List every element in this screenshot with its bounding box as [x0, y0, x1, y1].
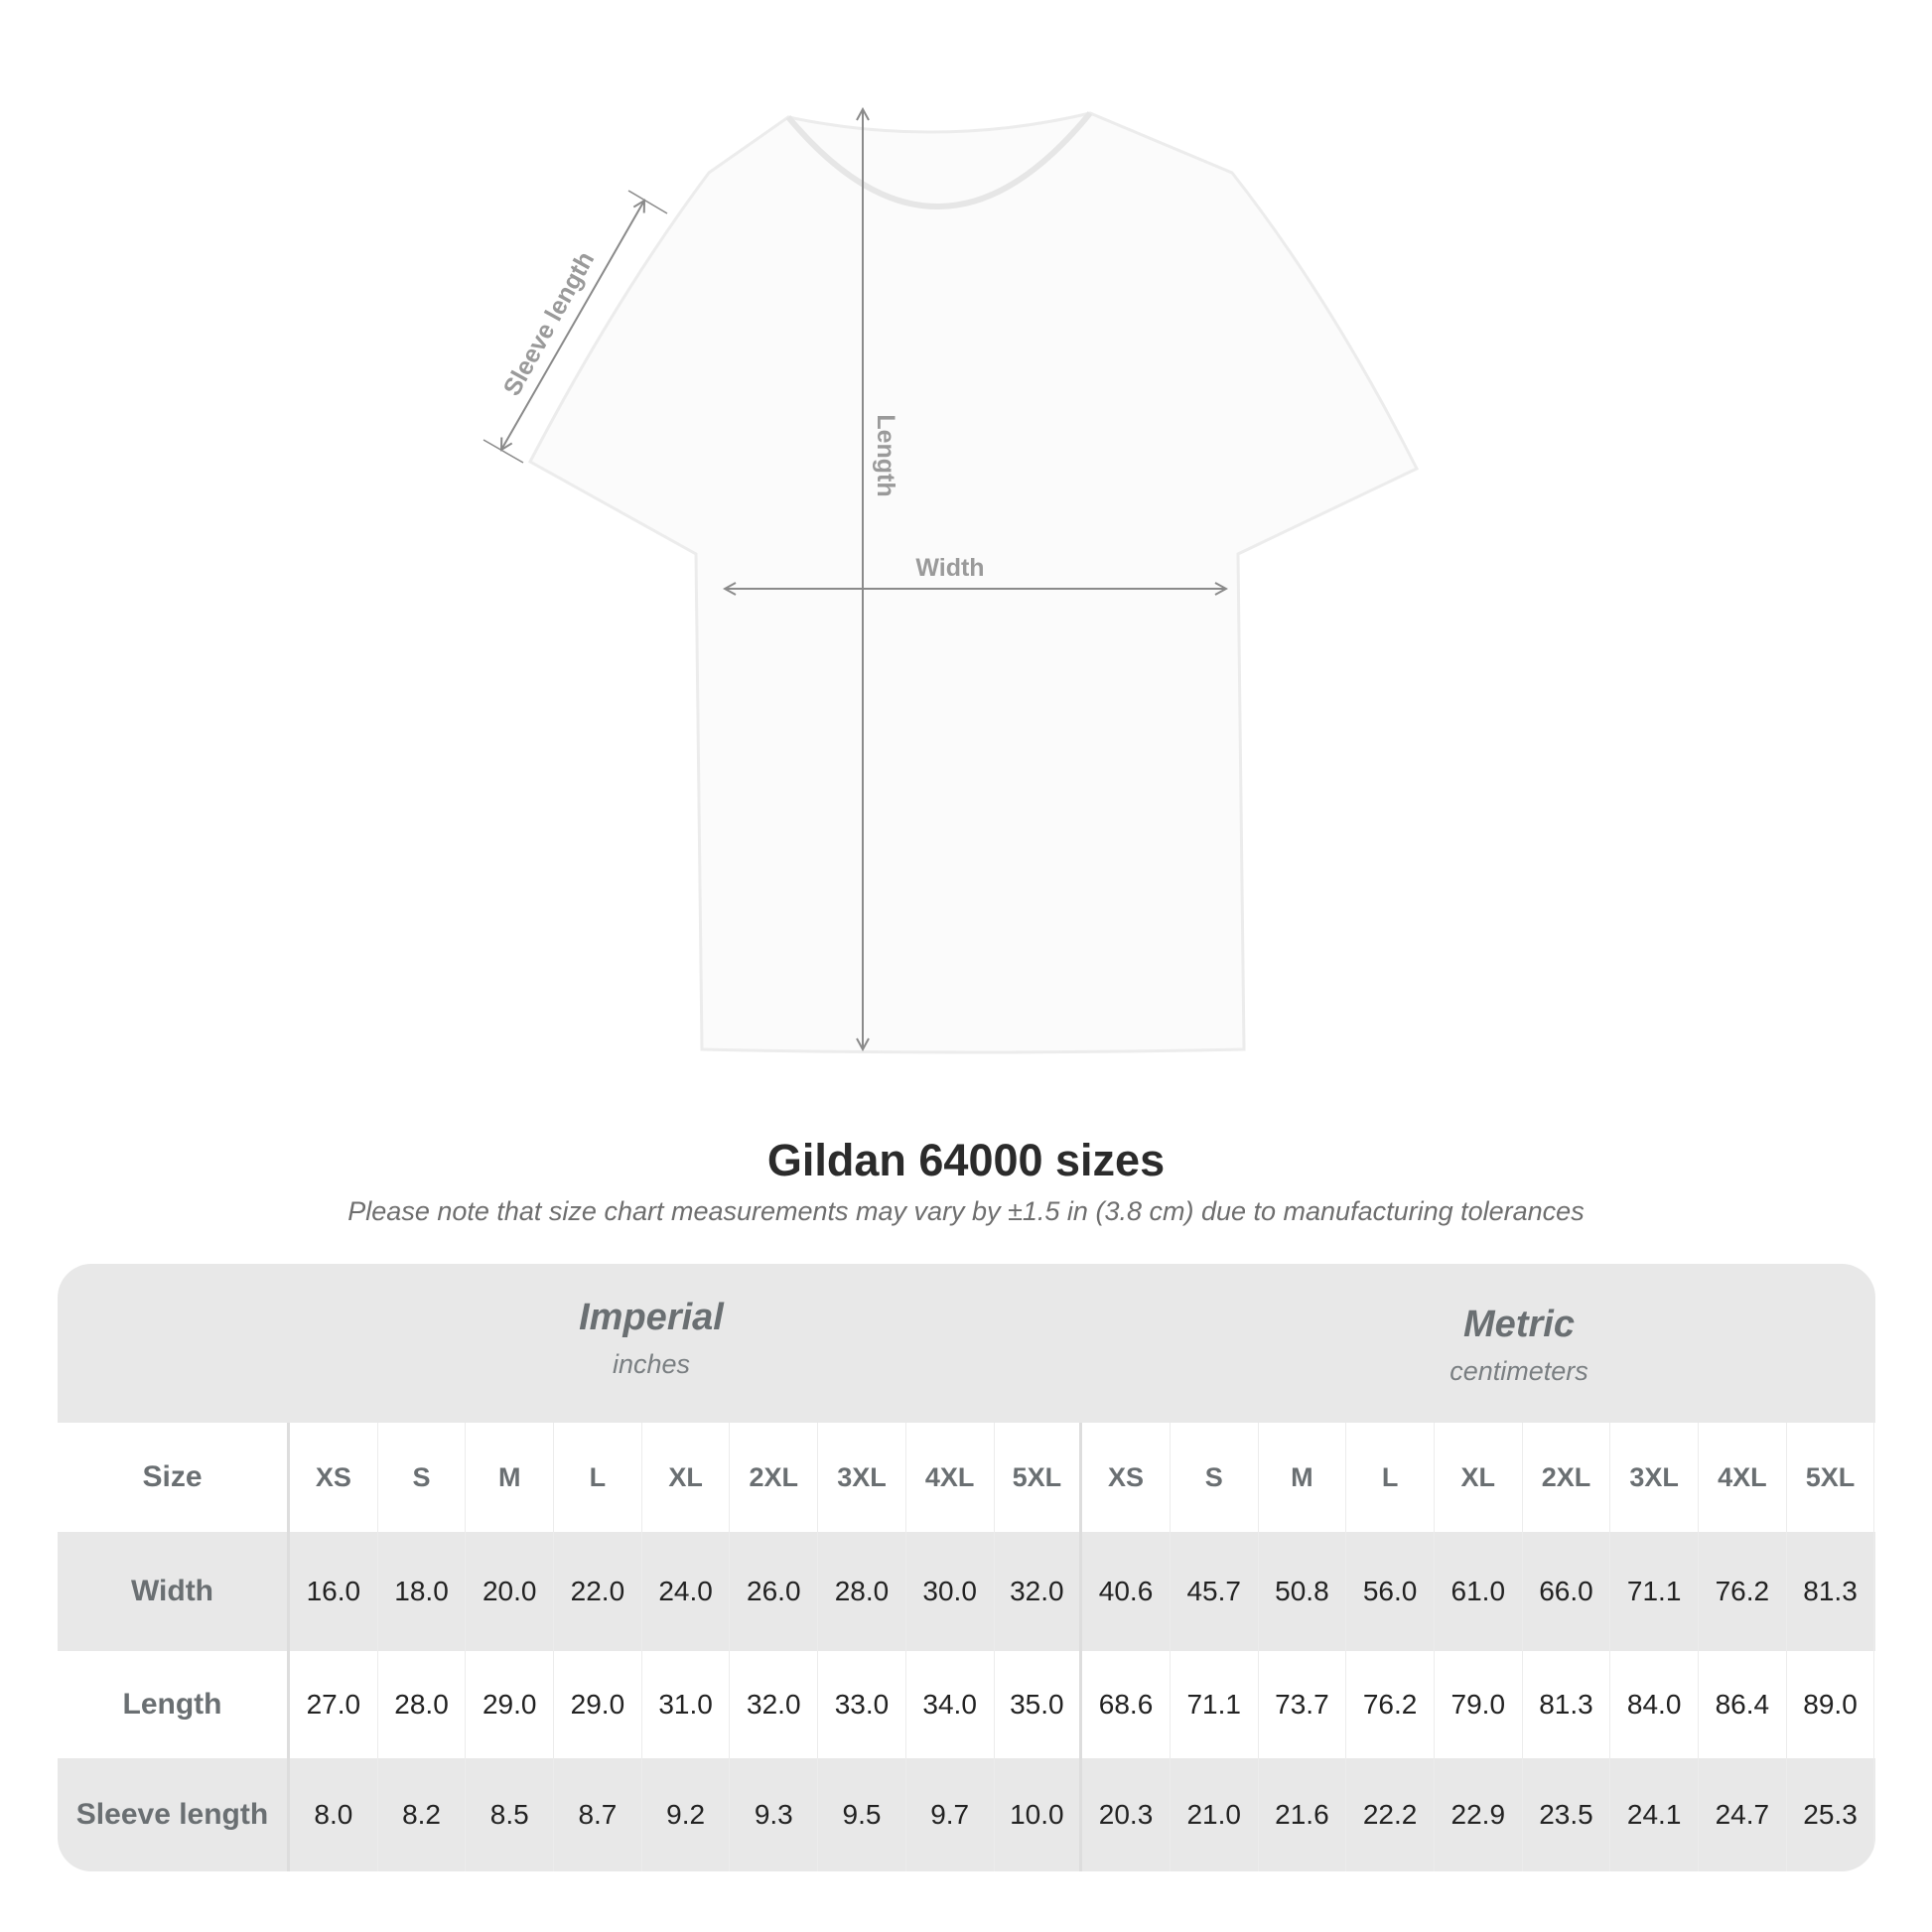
size-header-metric: M: [1259, 1423, 1347, 1532]
row-label: Length: [58, 1651, 290, 1758]
row-label: Width: [58, 1532, 290, 1651]
table-cell-imperial: 35.0: [995, 1651, 1083, 1758]
table-cell-metric: 24.1: [1610, 1758, 1699, 1871]
table-cell-metric: 73.7: [1259, 1651, 1347, 1758]
metric-title: Metric: [1463, 1304, 1575, 1345]
table-cell-imperial: 34.0: [906, 1651, 995, 1758]
table-cell-imperial: 9.3: [730, 1758, 819, 1871]
table-cell-metric: 20.3: [1082, 1758, 1171, 1871]
size-header-imperial: 3XL: [818, 1423, 906, 1532]
table-cell-imperial: 24.0: [642, 1532, 731, 1651]
size-header-metric: 4XL: [1699, 1423, 1787, 1532]
table-cell-metric: 66.0: [1523, 1532, 1611, 1651]
size-header-imperial: 2XL: [730, 1423, 819, 1532]
size-header-metric: L: [1346, 1423, 1435, 1532]
table-cell-imperial: 29.0: [466, 1651, 555, 1758]
table-cell-metric: 25.3: [1787, 1758, 1875, 1871]
table-cell-imperial: 20.0: [466, 1532, 555, 1651]
table-cell-metric: 21.6: [1259, 1758, 1347, 1871]
table-cell-metric: 24.7: [1699, 1758, 1787, 1871]
table-cell-imperial: 10.0: [995, 1758, 1083, 1871]
metric-header: Metric centimeters: [1271, 1304, 1767, 1387]
size-header-metric: XL: [1435, 1423, 1523, 1532]
row-label: Sleeve length: [58, 1758, 290, 1871]
table-cell-imperial: 28.0: [818, 1532, 906, 1651]
table-cell-metric: 68.6: [1082, 1651, 1171, 1758]
table-cell-imperial: 8.7: [554, 1758, 642, 1871]
table-cell-imperial: 18.0: [378, 1532, 467, 1651]
table-cell-metric: 76.2: [1346, 1651, 1435, 1758]
imperial-title: Imperial: [579, 1297, 724, 1338]
table-cell-metric: 21.0: [1171, 1758, 1259, 1871]
imperial-unit: inches: [612, 1349, 691, 1379]
table-cell-imperial: 27.0: [290, 1651, 378, 1758]
size-header-metric: 3XL: [1610, 1423, 1699, 1532]
size-header-metric: S: [1171, 1423, 1259, 1532]
table-cell-metric: 22.2: [1346, 1758, 1435, 1871]
table-cell-metric: 45.7: [1171, 1532, 1259, 1651]
size-table: Imperial inches Metric centimeters Size …: [58, 1264, 1875, 1871]
length-label: Length: [872, 414, 899, 496]
table-cell-imperial: 33.0: [818, 1651, 906, 1758]
tshirt-collar: [785, 111, 1093, 209]
imperial-header: Imperial inches: [403, 1297, 899, 1380]
size-row: Size XS S M L XL 2XL 3XL 4XL 5XL XS S M L XL 2XL 3XL 4XL…: [58, 1423, 1875, 1532]
size-header-imperial: 4XL: [906, 1423, 995, 1532]
size-header-imperial: L: [554, 1423, 642, 1532]
metric-unit: centimeters: [1449, 1356, 1588, 1386]
table-cell-metric: 22.9: [1435, 1758, 1523, 1871]
table-row: Length 27.0 28.0 29.0 29.0 31.0 32.0 33.0 34.0 35…: [58, 1651, 1875, 1758]
table-cell-imperial: 31.0: [642, 1651, 731, 1758]
sleeve-tick-bottom: [483, 439, 524, 464]
table-cell-metric: 81.3: [1787, 1532, 1875, 1651]
table-cell-metric: 86.4: [1699, 1651, 1787, 1758]
tshirt-shape: [527, 111, 1420, 1054]
table-cell-imperial: 9.5: [818, 1758, 906, 1871]
table-cell-imperial: 8.5: [466, 1758, 555, 1871]
table-cell-imperial: 16.0: [290, 1532, 378, 1651]
table-cell-metric: 71.1: [1171, 1651, 1259, 1758]
table-cell-metric: 40.6: [1082, 1532, 1171, 1651]
size-label: Size: [58, 1423, 290, 1532]
table-cell-imperial: 28.0: [378, 1651, 467, 1758]
table-cell-imperial: 32.0: [995, 1532, 1083, 1651]
table-cell-metric: 84.0: [1610, 1651, 1699, 1758]
table-row: Sleeve length 8.0 8.2 8.5 8.7 9.2 9.3 9.5 9.7 10.…: [58, 1758, 1875, 1871]
table-cell-imperial: 9.2: [642, 1758, 731, 1871]
units-header: Imperial inches Metric centimeters: [58, 1264, 1875, 1423]
table-cell-imperial: 26.0: [730, 1532, 819, 1651]
table-cell-metric: 89.0: [1787, 1651, 1875, 1758]
tolerance-note: Please note that size chart measurements…: [347, 1196, 1585, 1226]
size-header-imperial: XS: [290, 1423, 378, 1532]
table-cell-metric: 71.1: [1610, 1532, 1699, 1651]
table-cell-imperial: 32.0: [730, 1651, 819, 1758]
table-cell-metric: 81.3: [1523, 1651, 1611, 1758]
table-cell-imperial: 30.0: [906, 1532, 995, 1651]
table-cell-imperial: 9.7: [906, 1758, 995, 1871]
table-cell-metric: 79.0: [1435, 1651, 1523, 1758]
size-header-imperial: S: [378, 1423, 467, 1532]
sleeve-arrow: [501, 201, 644, 450]
table-cell-imperial: 8.2: [378, 1758, 467, 1871]
table-cell-imperial: 22.0: [554, 1532, 642, 1651]
table-cell-metric: 61.0: [1435, 1532, 1523, 1651]
table-cell-imperial: 29.0: [554, 1651, 642, 1758]
size-header-imperial: 5XL: [995, 1423, 1083, 1532]
size-header-imperial: M: [466, 1423, 555, 1532]
table-cell-imperial: 8.0: [290, 1758, 378, 1871]
width-label: Width: [915, 554, 984, 582]
table-cell-metric: 50.8: [1259, 1532, 1347, 1651]
table-row: Width 16.0 18.0 20.0 22.0 24.0 26.0 28.0 30.0 32.…: [58, 1532, 1875, 1651]
table-cell-metric: 76.2: [1699, 1532, 1787, 1651]
size-header-metric: 2XL: [1523, 1423, 1611, 1532]
sleeve-tick-top: [627, 190, 668, 214]
size-header-imperial: XL: [642, 1423, 731, 1532]
table-cell-metric: 23.5: [1523, 1758, 1611, 1871]
chart-title: Gildan 64000 sizes: [766, 1135, 1166, 1185]
table-cell-metric: 56.0: [1346, 1532, 1435, 1651]
size-header-metric: XS: [1082, 1423, 1171, 1532]
size-header-metric: 5XL: [1787, 1423, 1875, 1532]
